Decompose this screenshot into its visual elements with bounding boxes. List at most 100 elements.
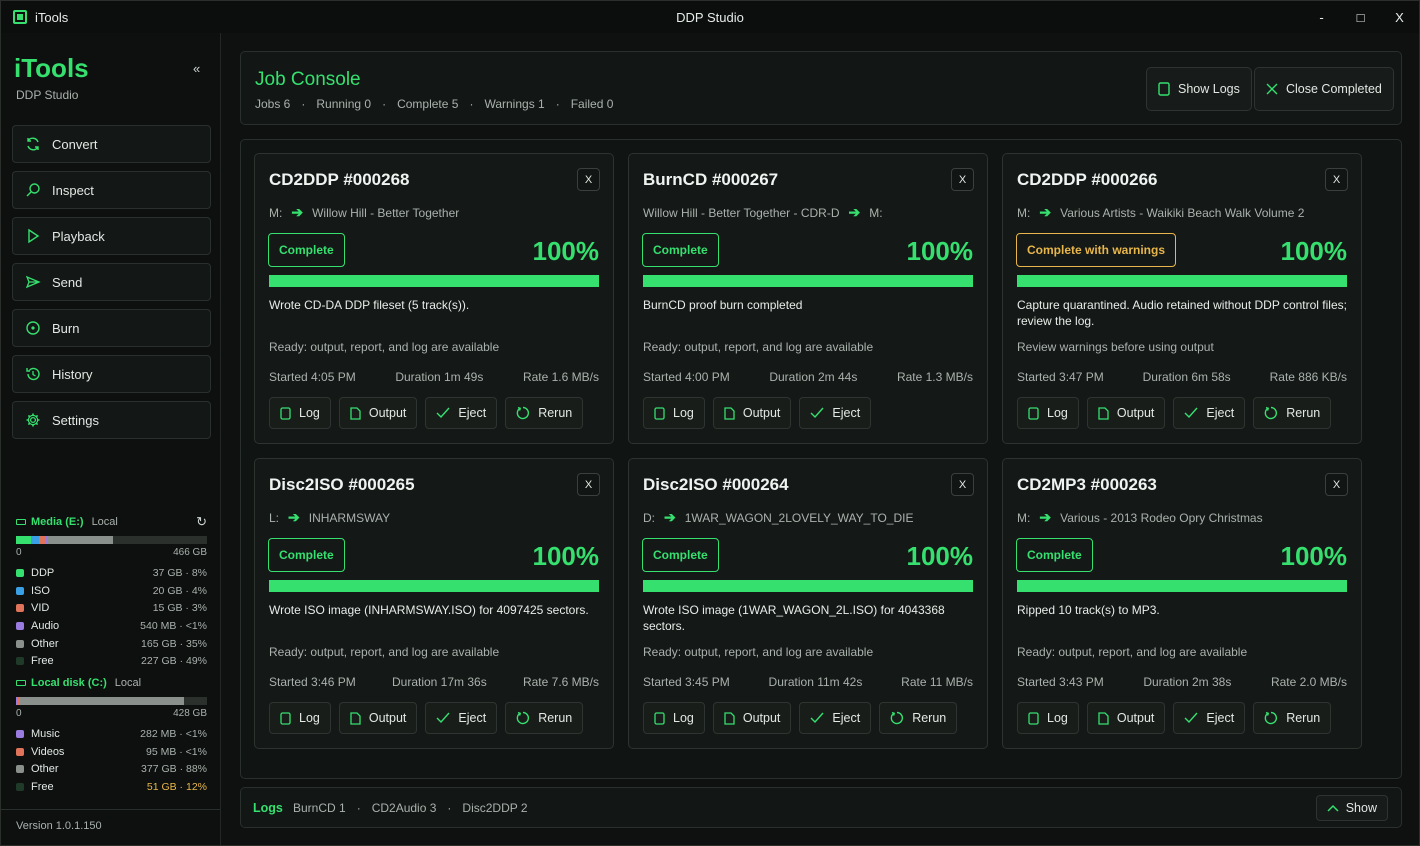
sidebar-item-send[interactable]: Send xyxy=(12,263,211,301)
job-stats-row: Started 3:47 PM Duration 6m 58s Rate 886 K… xyxy=(1017,370,1347,384)
legend-value: 282 MB · <1% xyxy=(140,727,207,740)
eject-button[interactable]: Eject xyxy=(799,702,872,734)
rerun-button[interactable]: Rerun xyxy=(505,397,584,429)
job-route: L: ➔ INHARMSWAY xyxy=(269,509,390,526)
progress-fill xyxy=(643,580,973,592)
job-title: CD2DDP #000268 xyxy=(269,170,410,189)
eject-button[interactable]: Eject xyxy=(1173,702,1246,734)
rerun-button[interactable]: Rerun xyxy=(879,702,958,734)
legend-value: 15 GB · 3% xyxy=(152,602,207,615)
document-icon xyxy=(280,406,291,420)
usage-segment xyxy=(19,697,185,706)
eject-button[interactable]: Eject xyxy=(425,397,498,429)
sidebar-item-burn[interactable]: Burn xyxy=(12,309,211,347)
route-source: D: xyxy=(643,510,655,525)
route-destination: Various - 2013 Rodeo Opry Christmas xyxy=(1060,510,1263,525)
log-button[interactable]: Log xyxy=(269,702,331,734)
separator: · xyxy=(447,801,452,815)
legend-item: Free 51 GB · 12% xyxy=(16,778,207,796)
close-window-button[interactable]: X xyxy=(1395,9,1404,25)
job-ready-status: Ready: output, report, and log are avail… xyxy=(643,340,874,354)
log-button[interactable]: Log xyxy=(1017,702,1079,734)
output-button[interactable]: Output xyxy=(338,397,418,429)
status-badge: Complete xyxy=(1016,538,1093,572)
output-button[interactable]: Output xyxy=(712,397,792,429)
separator: · xyxy=(356,801,361,815)
show-logs-panel-button[interactable]: Show xyxy=(1315,795,1388,821)
sidebar-item-inspect[interactable]: Inspect xyxy=(12,171,211,209)
action-label: Output xyxy=(368,406,407,420)
close-job-button[interactable]: X xyxy=(577,168,600,191)
log-count-item[interactable]: Disc2DDP 2 xyxy=(462,801,528,815)
output-file-icon xyxy=(1098,711,1109,725)
job-rate: Rate 2.0 MB/s xyxy=(1270,675,1347,689)
eject-button[interactable]: Eject xyxy=(1173,397,1246,429)
job-duration: Duration 1m 49s xyxy=(395,370,484,384)
maximize-button[interactable]: □ xyxy=(1356,9,1365,25)
job-stats-row: Started 3:45 PM Duration 11m 42s Rate 11 M… xyxy=(643,675,973,689)
log-button[interactable]: Log xyxy=(269,397,331,429)
legend-swatch xyxy=(16,568,24,577)
close-job-button[interactable]: X xyxy=(951,473,974,496)
rerun-button[interactable]: Rerun xyxy=(1253,397,1332,429)
output-button[interactable]: Output xyxy=(1086,397,1166,429)
usage-segment xyxy=(44,536,47,544)
rerun-button[interactable]: Rerun xyxy=(505,702,584,734)
progress-bar xyxy=(269,275,599,287)
check-icon xyxy=(1184,712,1198,724)
sidebar-item-label: Burn xyxy=(52,320,80,336)
legend-value: 95 MB · <1% xyxy=(146,745,207,758)
log-button[interactable]: Log xyxy=(643,397,705,429)
rerun-icon xyxy=(516,406,530,420)
collapse-sidebar-button[interactable]: « xyxy=(193,61,201,76)
route-destination: 1WAR_WAGON_2LOVELY_WAY_TO_DIE xyxy=(684,510,914,525)
arrow-right-icon: ➔ xyxy=(1039,509,1052,525)
close-job-button[interactable]: X xyxy=(577,473,600,496)
check-icon xyxy=(810,712,824,724)
job-actions: Log Output Eject Rerun xyxy=(269,397,584,429)
job-stat: Jobs 6 xyxy=(255,97,291,111)
close-completed-button[interactable]: Close Completed xyxy=(1254,67,1394,111)
close-job-button[interactable]: X xyxy=(1325,473,1348,496)
output-file-icon xyxy=(350,406,361,420)
job-actions: Log Output Eject Rerun xyxy=(1017,397,1332,429)
show-logs-button[interactable]: Show Logs xyxy=(1146,67,1252,111)
window-title: DDP Studio xyxy=(676,9,744,25)
close-job-button[interactable]: X xyxy=(951,168,974,191)
check-icon xyxy=(1184,407,1198,419)
app-logo-icon xyxy=(13,10,27,24)
legend-value: 165 GB · 35% xyxy=(141,637,207,650)
drive-name: Media (E:) xyxy=(31,516,84,528)
output-button[interactable]: Output xyxy=(338,702,418,734)
job-actions: Log Output Eject Rerun xyxy=(269,702,584,734)
eject-button[interactable]: Eject xyxy=(799,397,872,429)
eject-button[interactable]: Eject xyxy=(425,702,498,734)
legend-value: 377 GB · 88% xyxy=(141,763,207,776)
job-rate: Rate 1.3 MB/s xyxy=(896,370,973,384)
sidebar-item-playback[interactable]: Playback xyxy=(12,217,211,255)
job-ready-status: Ready: output, report, and log are avail… xyxy=(1017,645,1248,659)
refresh-drives-icon[interactable]: ↻ xyxy=(196,514,207,529)
output-button[interactable]: Output xyxy=(1086,702,1166,734)
drive-usage: Local disk (C:) Local 0 428 GB Music 282 MB ·… xyxy=(16,676,207,796)
job-card: Disc2ISO #000265 X L: ➔ INHARMSWAY Complet… xyxy=(254,458,614,749)
history-icon xyxy=(24,365,42,383)
log-button[interactable]: Log xyxy=(1017,397,1079,429)
log-count-item[interactable]: CD2Audio 3 xyxy=(371,801,437,815)
sidebar-item-history[interactable]: History xyxy=(12,355,211,393)
rerun-button[interactable]: Rerun xyxy=(1253,702,1332,734)
close-job-button[interactable]: X xyxy=(1325,168,1348,191)
legend-swatch xyxy=(16,747,24,756)
action-label: Output xyxy=(742,406,781,420)
sidebar-item-convert[interactable]: Convert xyxy=(12,125,211,163)
minimize-button[interactable]: - xyxy=(1319,9,1324,25)
log-button[interactable]: Log xyxy=(643,702,705,734)
output-file-icon xyxy=(1098,406,1109,420)
sidebar-item-settings[interactable]: Settings xyxy=(12,401,211,439)
job-started: Started 3:47 PM xyxy=(1017,370,1104,384)
progress-fill xyxy=(269,275,599,287)
legend-swatch xyxy=(16,765,24,774)
log-count-item[interactable]: BurnCD 1 xyxy=(293,801,346,815)
job-card: Disc2ISO #000264 X D: ➔ 1WAR_WAGON_2LOVELY… xyxy=(628,458,988,749)
output-button[interactable]: Output xyxy=(712,702,792,734)
